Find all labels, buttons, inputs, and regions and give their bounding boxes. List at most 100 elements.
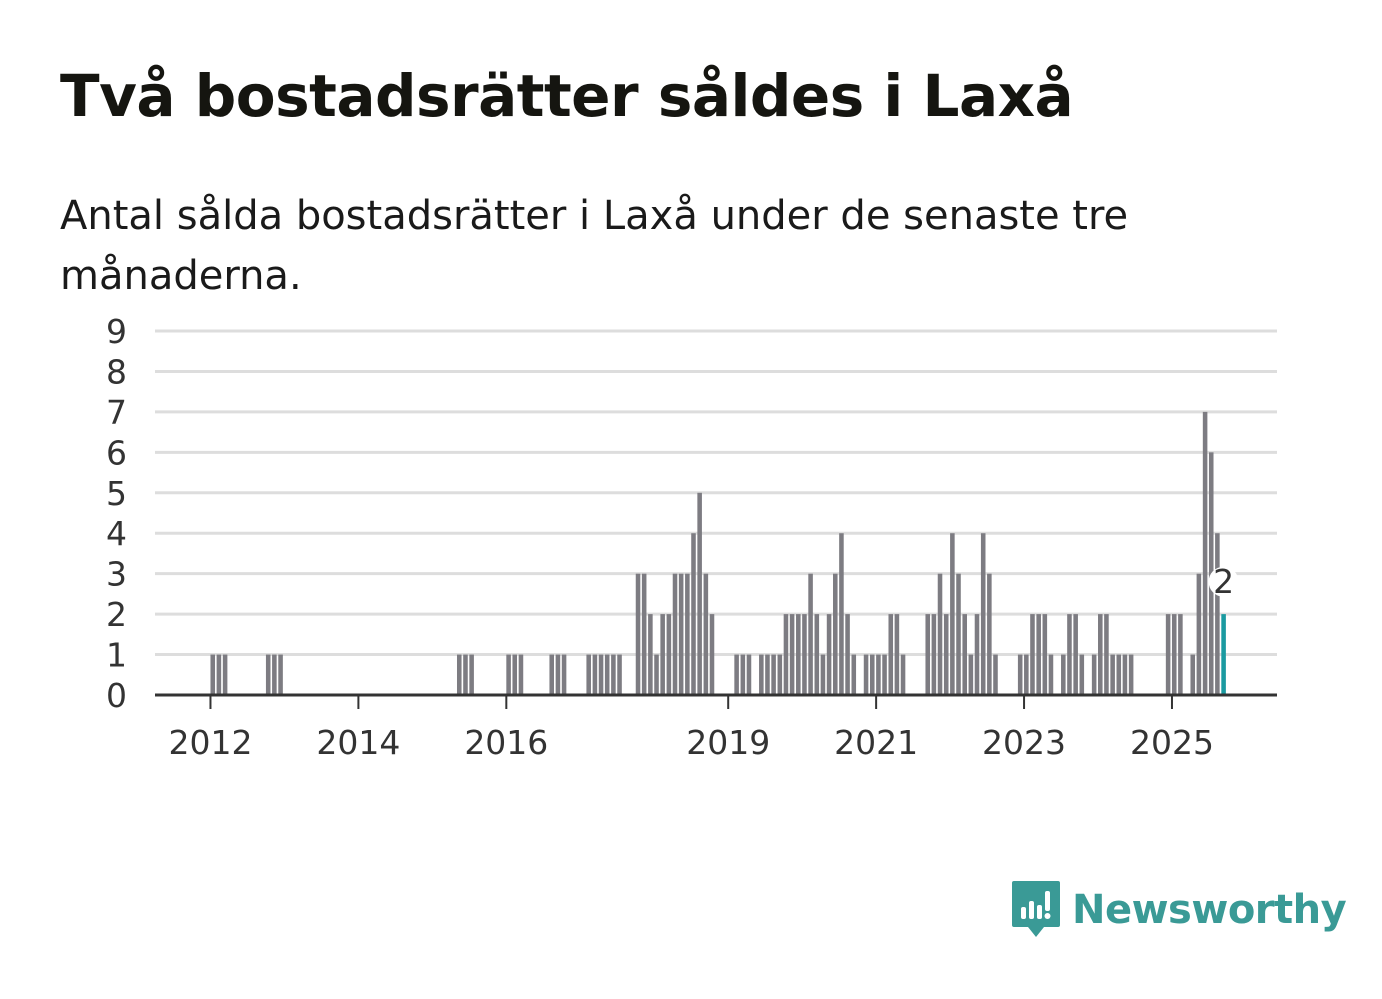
bar — [463, 654, 468, 695]
bar — [974, 614, 980, 695]
bar — [746, 654, 752, 695]
bar — [1178, 614, 1183, 695]
bar — [506, 654, 511, 695]
bar — [943, 614, 949, 695]
bar — [1079, 654, 1085, 695]
bar — [759, 654, 764, 695]
bar — [931, 614, 937, 695]
bar — [894, 614, 900, 695]
y-tick-label-3: 3 — [106, 555, 127, 594]
bar — [740, 654, 746, 695]
x-tick-label-2012: 2012 — [168, 723, 252, 762]
bar — [888, 614, 894, 695]
bar — [734, 654, 739, 695]
data-labels: 2 — [1208, 562, 1239, 601]
data-label: 2 — [1213, 562, 1234, 601]
x-tick-label-2014: 2014 — [316, 723, 400, 762]
bar — [1030, 614, 1035, 695]
bar — [980, 533, 986, 695]
newsworthy-logo-icon — [1012, 881, 1060, 937]
bar — [789, 614, 795, 695]
bar — [660, 614, 665, 695]
bar — [265, 654, 271, 695]
bar — [549, 654, 554, 695]
bar — [216, 654, 222, 695]
bar — [1116, 654, 1122, 695]
bar — [691, 533, 696, 695]
gridlines — [155, 329, 1277, 657]
bar — [796, 614, 801, 695]
bar — [962, 614, 967, 695]
brand-name: Newsworthy — [1072, 887, 1347, 933]
bar — [598, 654, 604, 695]
bar-highlight — [1221, 614, 1226, 695]
bar — [833, 573, 838, 695]
bar — [1098, 614, 1103, 695]
bar — [1215, 533, 1220, 695]
bar — [851, 654, 857, 695]
bar — [635, 573, 641, 695]
bar — [839, 533, 844, 695]
bar — [814, 614, 820, 695]
bar — [703, 573, 709, 695]
bar — [272, 654, 277, 695]
bar — [1061, 654, 1066, 695]
bar — [1048, 654, 1054, 695]
bar — [876, 654, 881, 695]
bar — [648, 614, 653, 695]
bar — [937, 573, 943, 695]
bar — [518, 654, 524, 695]
bar — [1024, 654, 1029, 695]
bar — [1165, 614, 1171, 695]
bar — [1036, 614, 1041, 695]
x-axis-ticks: 2012 2014 2016 2019 2021 2023 2025 — [168, 695, 1214, 762]
bar — [555, 654, 561, 695]
bar — [968, 654, 974, 695]
bar — [617, 654, 622, 695]
bar — [1110, 654, 1115, 695]
bar — [1104, 614, 1109, 695]
bar — [678, 573, 684, 695]
bar — [863, 654, 869, 695]
bar — [993, 654, 998, 695]
bar — [641, 573, 647, 695]
bar — [777, 654, 783, 695]
x-tick-label-2019: 2019 — [686, 723, 770, 762]
bar — [1042, 614, 1048, 695]
bar — [826, 614, 832, 695]
bar — [900, 654, 906, 695]
chart-title: Två bostadsrätter såldes i Laxå — [60, 62, 1074, 130]
bar — [1171, 614, 1177, 695]
bar — [765, 654, 770, 695]
bar — [592, 654, 598, 695]
bar — [469, 654, 474, 695]
x-tick-label-2023: 2023 — [982, 723, 1066, 762]
bar — [987, 573, 992, 695]
bar — [820, 654, 826, 695]
y-tick-label-0: 0 — [106, 676, 127, 715]
bar — [1202, 411, 1208, 695]
bar — [1067, 614, 1072, 695]
bar — [709, 614, 715, 695]
y-tick-label-1: 1 — [106, 636, 127, 675]
bar — [882, 654, 887, 695]
y-tick-label-5: 5 — [106, 474, 127, 513]
bar — [611, 654, 616, 695]
bar — [512, 654, 518, 695]
bar — [802, 614, 807, 695]
bar — [654, 654, 659, 695]
bars — [210, 411, 1226, 695]
bar — [697, 492, 702, 695]
bar — [604, 654, 610, 695]
bar — [950, 533, 955, 695]
y-tick-label-7: 7 — [106, 393, 127, 432]
bar — [1190, 654, 1196, 695]
bar — [956, 573, 961, 695]
bar — [1091, 654, 1097, 695]
bar — [1128, 654, 1134, 695]
newsworthy-logo: Newsworthy — [1010, 878, 1347, 942]
bar — [869, 654, 875, 695]
bar — [925, 614, 931, 695]
